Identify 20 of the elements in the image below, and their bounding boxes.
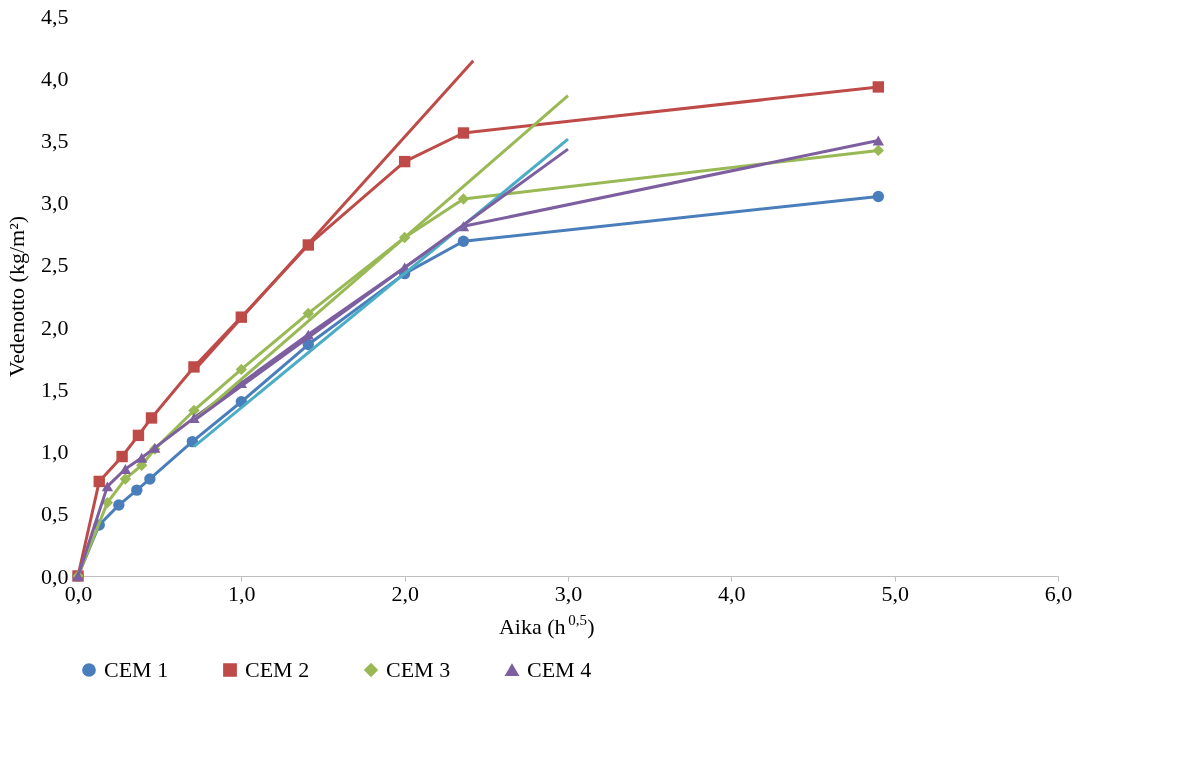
- y-tick-label: 0,5: [41, 501, 69, 527]
- y-axis-title: Vedenotto (kg/m²): [4, 215, 29, 378]
- y-tick-label: 1,5: [41, 376, 69, 402]
- y-tick-label: 2,0: [41, 314, 69, 340]
- x-tick-label: 1,0: [228, 580, 256, 606]
- y-tick-label: 4,5: [41, 3, 69, 29]
- legend-label: CEM 3: [386, 657, 451, 682]
- legend-label: CEM 4: [527, 657, 592, 682]
- legend-label: CEM 1: [104, 657, 169, 682]
- y-tick-label: 2,5: [41, 252, 69, 278]
- y-tick-label: 1,0: [41, 439, 69, 465]
- x-tick-label: 4,0: [718, 580, 746, 606]
- x-tick-label: 5,0: [881, 580, 909, 606]
- y-tick-label: 3,5: [41, 127, 69, 153]
- legend-label: CEM 2: [245, 657, 310, 682]
- y-tick-label: 3,0: [41, 190, 69, 216]
- x-tick-label: 6,0: [1044, 580, 1073, 606]
- y-tick-label: 4,0: [41, 65, 69, 91]
- x-tick-label: 3,0: [554, 580, 583, 606]
- x-tick-label: 2,0: [391, 580, 419, 606]
